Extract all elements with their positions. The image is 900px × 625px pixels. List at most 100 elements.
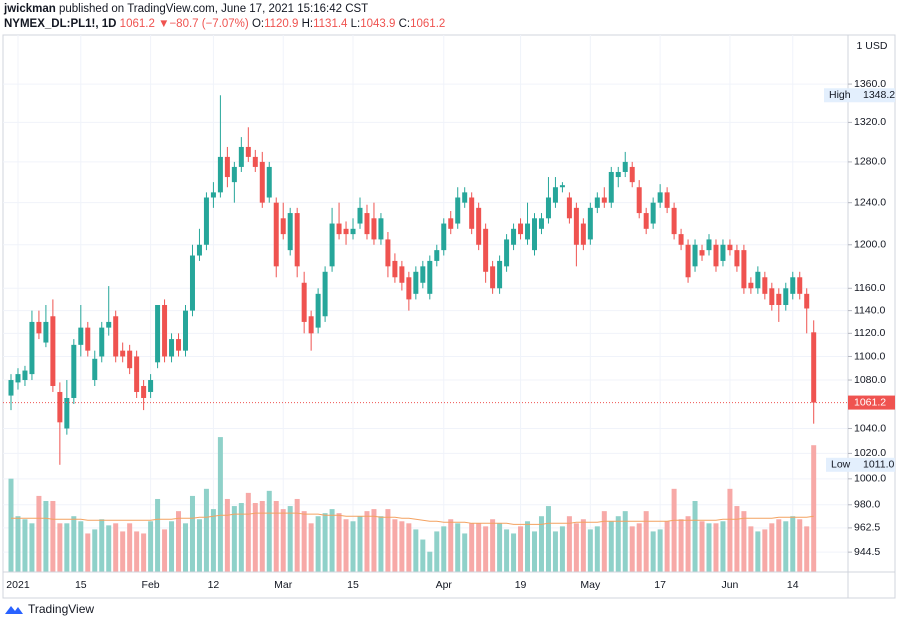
volume-bar — [804, 526, 810, 572]
volume-bar — [811, 445, 817, 572]
candle-body — [238, 146, 244, 167]
volume-bar — [294, 498, 300, 572]
logo — [5, 606, 23, 614]
candle-body — [434, 250, 440, 261]
candle-body — [141, 385, 147, 398]
candle-body — [92, 358, 98, 381]
volume-bar — [497, 523, 503, 572]
volume-bar — [301, 511, 307, 572]
candle-body — [559, 185, 565, 188]
candle-body — [120, 350, 126, 357]
candle-body — [441, 223, 447, 251]
l-value: 1043.9 — [360, 18, 396, 30]
candle-body — [413, 271, 419, 294]
volume-bar — [329, 509, 335, 572]
volume-bar — [657, 529, 663, 572]
candle-body — [210, 192, 216, 198]
candle-body — [371, 218, 377, 240]
volume-bar — [378, 516, 384, 572]
candle-body — [231, 166, 237, 183]
candle-body — [113, 316, 119, 357]
volume-bar — [155, 498, 161, 572]
candle-body — [497, 260, 503, 289]
volume-bar — [776, 519, 782, 572]
volume-bar — [336, 513, 342, 572]
volume-bar — [587, 529, 593, 572]
volume-bar — [162, 529, 168, 572]
y-tick-label: 1240.0 — [854, 196, 886, 208]
volume-bar — [699, 521, 705, 572]
volume-bar — [706, 523, 712, 572]
x-tick-label: Feb — [142, 579, 160, 591]
volume-bar — [203, 488, 209, 572]
volume-bar — [15, 516, 21, 572]
volume-bar — [406, 523, 412, 572]
volume-bar — [273, 500, 279, 572]
candle-body — [392, 260, 398, 278]
volume-bar — [322, 513, 328, 572]
candle-body — [29, 321, 35, 375]
volume-bar — [217, 437, 223, 572]
candle-body — [99, 327, 105, 357]
y-tick-label: 980.0 — [854, 499, 880, 511]
candle-body — [538, 218, 544, 229]
volume-bar — [224, 498, 230, 572]
candle-body — [699, 250, 705, 256]
candle-body — [301, 282, 307, 322]
last: 1061.2 — [119, 18, 155, 30]
x-tick-label: 14 — [787, 579, 799, 591]
high-label: High — [829, 89, 851, 101]
candle-body — [566, 197, 572, 219]
brand: TradingView — [28, 602, 95, 616]
candle-body — [713, 244, 719, 267]
volume-bar — [29, 523, 35, 572]
y-tick-label: 1020.0 — [854, 447, 886, 459]
y-tick-label: 1280.0 — [854, 156, 886, 168]
volume-bar — [580, 519, 586, 572]
x-tick-label: 17 — [654, 579, 666, 591]
x-tick-label: 12 — [208, 579, 220, 591]
candle-body — [203, 197, 209, 245]
h-value: 1131.4 — [313, 18, 348, 30]
candle-body — [629, 166, 635, 183]
candle-body — [162, 304, 168, 357]
volume-bar — [148, 521, 154, 572]
volume-bar — [385, 509, 391, 572]
volume-bar — [183, 523, 188, 572]
candle-body — [8, 380, 14, 396]
volume-bar — [434, 531, 440, 572]
volume-bar — [692, 500, 698, 572]
candle-body — [176, 339, 182, 351]
candle-body — [469, 197, 475, 229]
volume-bar — [392, 519, 398, 572]
o-label: O: — [251, 18, 265, 30]
volume-ma — [11, 512, 814, 525]
candle-body — [622, 161, 628, 172]
candle-body — [85, 327, 91, 351]
candle-body — [266, 166, 272, 198]
volume-bar — [357, 516, 363, 572]
volume-bar — [504, 529, 510, 572]
candle-body — [155, 304, 161, 363]
y-tick-label: 1080.0 — [854, 374, 886, 386]
candle-body — [343, 228, 349, 235]
candle-body — [811, 332, 817, 403]
candle-body — [525, 223, 531, 240]
candle-body — [636, 187, 642, 214]
candle-body — [43, 321, 49, 343]
volume-bar — [608, 521, 614, 572]
candle-body — [224, 156, 230, 178]
volume-bar — [685, 516, 691, 572]
x-tick-label: 2021 — [6, 579, 30, 591]
candle-body — [357, 207, 363, 224]
candle-body — [22, 370, 28, 381]
candle-body — [476, 207, 482, 245]
candle-body — [36, 321, 42, 334]
x-tick-label: May — [580, 579, 601, 591]
volume-bar — [511, 533, 517, 572]
volume-bar — [636, 523, 642, 572]
volume-bar — [671, 488, 677, 572]
candle-body — [783, 288, 789, 305]
candle-body — [148, 380, 154, 392]
candle-body — [308, 316, 314, 334]
